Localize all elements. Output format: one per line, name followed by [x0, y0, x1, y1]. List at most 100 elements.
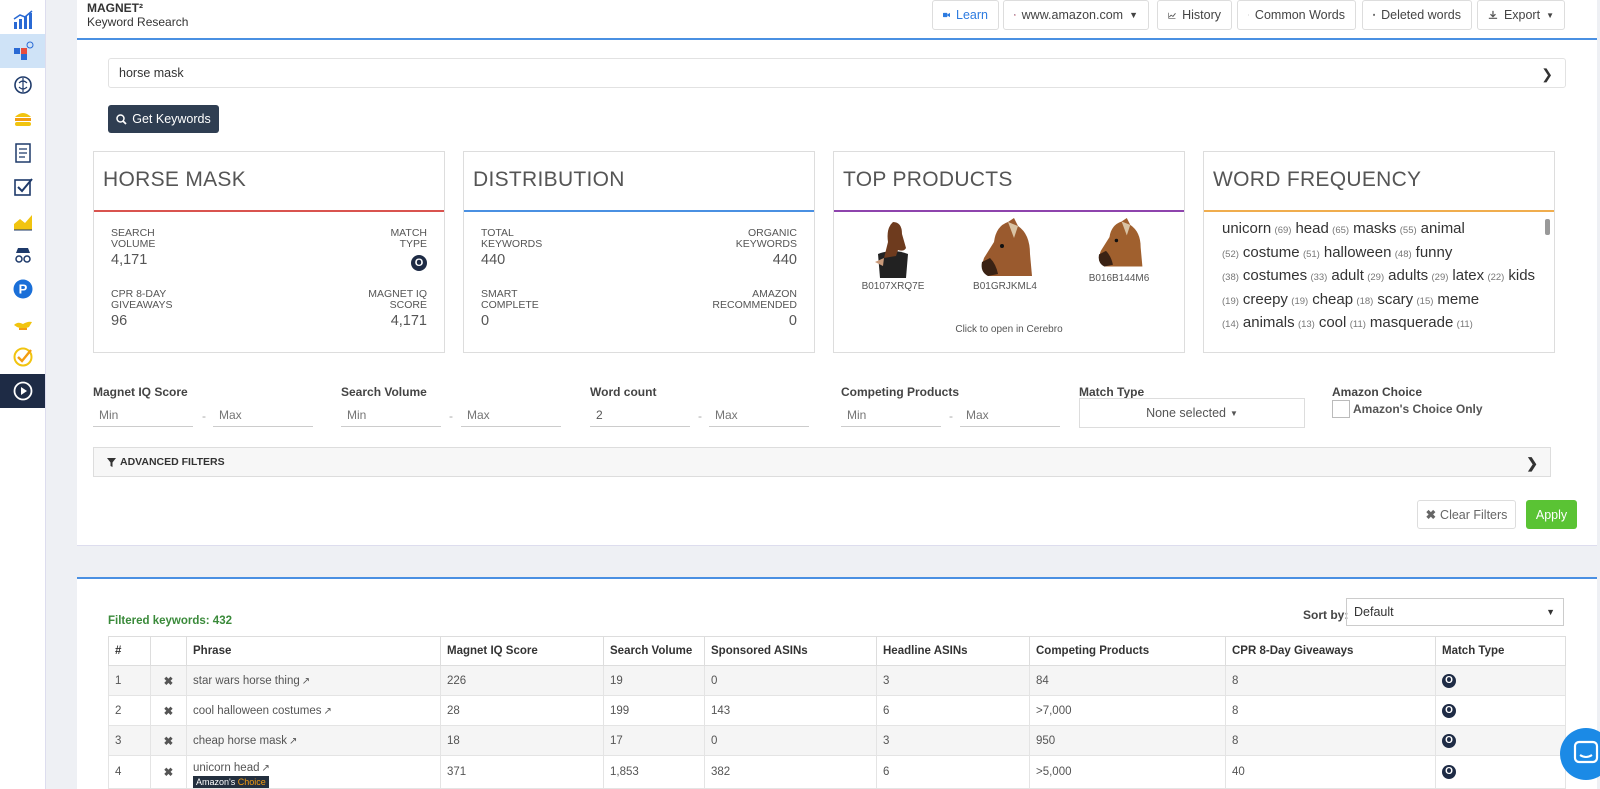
word-frequency-word[interactable]: creepy [1242, 290, 1288, 308]
search-volume-min-input[interactable] [341, 403, 441, 427]
phrase-cell[interactable]: cool halloween costumes ↗ [186, 695, 441, 726]
sidebar-item-profits[interactable] [0, 204, 45, 238]
word-frequency-word[interactable]: halloween [1323, 243, 1392, 261]
word-frequency-word[interactable]: animal [1420, 220, 1465, 237]
sidebar-item-magnet[interactable] [0, 34, 45, 68]
word-frequency-word[interactable]: head [1295, 220, 1329, 237]
external-link-icon[interactable]: ↗ [323, 705, 332, 717]
match-type-select[interactable]: None selected ▼ [1079, 398, 1305, 428]
export-button[interactable]: Export ▼ [1477, 0, 1565, 30]
remove-keyword-icon[interactable]: ✖ [150, 665, 187, 696]
word-frequency-word[interactable]: adult [1331, 267, 1364, 284]
word-frequency-word[interactable]: costumes [1242, 267, 1308, 284]
phrase-text[interactable]: unicorn head [193, 762, 260, 774]
chevron-right-icon[interactable]: ❯ [1541, 66, 1553, 82]
word-frequency-word[interactable]: animals [1242, 314, 1295, 331]
advanced-filters-toggle[interactable]: ADVANCED FILTERS ❯ [93, 447, 1551, 477]
magnet-iq-min-input[interactable] [93, 403, 193, 427]
word-frequency-word[interactable]: scary [1377, 290, 1414, 308]
product-thumb[interactable]: B01GRJKML4 [970, 218, 1040, 292]
remove-keyword-icon[interactable]: ✖ [150, 755, 187, 789]
table-row: 3 ✖ cheap horse mask ↗ 18 17 0 3 950 8 O [108, 725, 1566, 756]
table-row: 1 ✖ star wars horse thing ↗ 226 19 0 3 84… [108, 665, 1566, 696]
remove-keyword-icon[interactable]: ✖ [150, 695, 187, 726]
external-link-icon[interactable]: ↗ [288, 735, 298, 747]
apply-button[interactable]: Apply [1526, 500, 1577, 529]
sidebar-item-genie[interactable] [0, 306, 45, 340]
chevron-right-icon: ❯ [1526, 455, 1538, 471]
phrase-text[interactable]: star wars horse thing [193, 674, 300, 687]
get-keywords-button[interactable]: Get Keywords [108, 105, 219, 133]
remove-keyword-icon[interactable]: ✖ [150, 725, 187, 756]
column-header[interactable]: Magnet IQ Score [440, 636, 604, 666]
sidebar-item-cerebro[interactable] [0, 68, 45, 102]
column-header[interactable]: Sponsored ASINs [704, 636, 877, 666]
burger-icon [14, 113, 31, 126]
word-count-min-input[interactable] [590, 403, 690, 427]
word-frequency-word[interactable]: adults [1388, 267, 1429, 284]
column-header[interactable]: Match Type [1435, 636, 1566, 666]
sidebar-item-alerts[interactable] [0, 340, 45, 374]
word-frequency-word[interactable]: funny [1415, 243, 1453, 261]
common-words-button[interactable]: Common Words [1237, 0, 1356, 30]
word-frequency-word[interactable]: unicorn [1222, 220, 1272, 237]
column-header[interactable]: CPR 8-Day Giveaways [1225, 636, 1436, 666]
marketplace-dropdown[interactable]: www.amazon.com ▼ [1003, 0, 1149, 30]
external-link-icon[interactable]: ↗ [301, 675, 311, 687]
competing-products-max-input[interactable] [960, 403, 1060, 427]
phrase-text[interactable]: cool halloween costumes [193, 704, 322, 717]
sidebar-item-index-checker[interactable] [0, 170, 45, 204]
word-frequency-word[interactable]: costume [1242, 243, 1300, 261]
word-frequency-word[interactable]: masquerade [1369, 314, 1454, 331]
sidebar-item-frankenstein[interactable] [0, 102, 45, 136]
keyword-card-title: HORSE MASK [103, 168, 247, 191]
phrase-cell[interactable]: star wars horse thing ↗ [186, 665, 441, 696]
sidebar-item-portals[interactable]: P [0, 272, 45, 306]
column-header[interactable]: Competing Products [1029, 636, 1226, 666]
row-number: 4 [108, 755, 151, 789]
organic-match-badge: O [411, 255, 427, 271]
sidebar-item-scribbles[interactable] [0, 136, 45, 170]
sidebar-item-analytics[interactable] [0, 6, 45, 34]
deleted-words-button[interactable]: Deleted words [1362, 0, 1472, 30]
competing-products-min-input[interactable] [841, 403, 941, 427]
sidebar-item-training[interactable] [0, 374, 45, 408]
column-header[interactable]: # [108, 636, 151, 666]
word-frequency-count: (29) [1367, 272, 1385, 283]
word-frequency-word[interactable]: kids [1508, 267, 1536, 284]
search-volume-max-input[interactable] [461, 403, 561, 427]
word-frequency-word[interactable]: cool [1318, 314, 1347, 331]
cpr-cell: 8 [1225, 695, 1436, 726]
horse-mask-person-image [875, 222, 908, 278]
column-header[interactable]: Headline ASINs [876, 636, 1030, 666]
amazon-choice-checkbox[interactable] [1332, 400, 1350, 418]
keyword-input[interactable] [109, 59, 1509, 87]
match-type-cell: O [1435, 695, 1566, 726]
phrase-cell[interactable]: unicorn head ↗ Amazon's Choice [186, 755, 441, 789]
open-in-cerebro-link[interactable]: Click to open in Cerebro [955, 324, 1063, 335]
word-frequency-word[interactable]: meme [1437, 290, 1480, 308]
word-frequency-word[interactable]: masks [1353, 220, 1397, 237]
external-link-icon[interactable]: ↗ [261, 763, 270, 774]
history-button[interactable]: History [1157, 0, 1232, 30]
product-thumb[interactable]: B016B144M6 [1084, 218, 1154, 284]
chat-widget-button[interactable] [1560, 728, 1600, 780]
sidebar-item-hijacker[interactable] [0, 238, 45, 272]
word-frequency-word[interactable]: latex [1452, 267, 1485, 284]
scrollbar[interactable] [1545, 219, 1550, 235]
horse-mask-image [1098, 218, 1143, 267]
amazon-recommended-label: AMAZON RECOMMENDED [712, 288, 797, 311]
column-header[interactable]: Search Volume [603, 636, 705, 666]
word-frequency-word[interactable]: cheap [1312, 290, 1354, 308]
phrase-cell[interactable]: cheap horse mask ↗ [186, 725, 441, 756]
product-thumb[interactable]: B0107XRQ7E [858, 218, 928, 292]
phrase-text[interactable]: cheap horse mask [193, 734, 287, 747]
magnet-iq-max-input[interactable] [213, 403, 313, 427]
clear-filters-button[interactable]: ✖ Clear Filters [1417, 500, 1516, 529]
word-count-max-input[interactable] [709, 403, 809, 427]
sort-by-select[interactable]: Default ▼ [1346, 598, 1564, 626]
column-header[interactable]: Phrase [186, 636, 441, 666]
search-volume-cell: 17 [603, 725, 705, 756]
keyword-search[interactable]: ❯ [108, 58, 1566, 88]
learn-button[interactable]: Learn [932, 0, 999, 30]
